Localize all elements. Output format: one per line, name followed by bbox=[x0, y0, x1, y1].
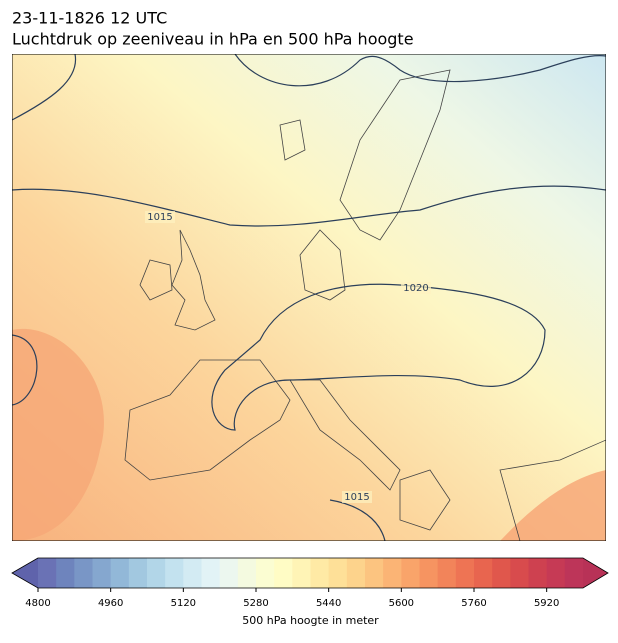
colorbar-segment bbox=[510, 558, 529, 588]
colorbar-segment bbox=[328, 558, 348, 588]
colorbar-outline bbox=[11, 557, 609, 589]
colorbar-tick-label: 5120 bbox=[171, 598, 196, 609]
colorbar-segment bbox=[183, 558, 202, 588]
colorbar-segment bbox=[528, 558, 548, 588]
colorbar: 4800 4960 5120 5280 5440 5600 5760 5920 500 hPa … bbox=[11, 557, 609, 627]
isobar-label: 1020 bbox=[403, 283, 428, 294]
colorbar-segment bbox=[128, 558, 148, 588]
isobar-label-bg bbox=[145, 211, 175, 223]
isobars bbox=[12, 54, 606, 541]
colorbar-tick-label: 4960 bbox=[98, 598, 123, 609]
colorbar-segment bbox=[437, 558, 457, 588]
colorbar-segment bbox=[546, 558, 566, 588]
title: 23-11-1826 12 UTC bbox=[12, 9, 167, 28]
colorbar-segment bbox=[310, 558, 330, 588]
coastlines bbox=[124, 69, 606, 541]
colorbar-tick-label: 5920 bbox=[534, 598, 559, 609]
map bbox=[12, 54, 606, 541]
colorbar-segment bbox=[292, 558, 311, 588]
colorbar-tick-label: 4800 bbox=[25, 598, 50, 609]
colorbar-segment bbox=[455, 558, 475, 588]
isobar-label: 1015 bbox=[147, 212, 172, 223]
colorbar-tick-label: 5440 bbox=[316, 598, 341, 609]
height-field-band bbox=[500, 470, 606, 541]
colorbar-over bbox=[583, 558, 608, 588]
isobar-label: 1015 bbox=[344, 492, 369, 503]
colorbar-segment bbox=[165, 558, 184, 588]
colorbar-segment bbox=[365, 558, 384, 588]
colorbar-tick-label: 5760 bbox=[461, 598, 486, 609]
colorbar-segment bbox=[38, 558, 57, 588]
colorbar-segment bbox=[419, 558, 439, 588]
colorbar-segment bbox=[201, 558, 221, 588]
colorbar-segment bbox=[564, 558, 584, 588]
colorbar-segment bbox=[147, 558, 166, 588]
colorbar-segment bbox=[237, 558, 257, 588]
colorbar-segment bbox=[346, 558, 366, 588]
height-field bbox=[12, 54, 606, 541]
subtitle: Luchtdruk op zeeniveau in hPa en 500 hPa… bbox=[12, 30, 414, 49]
colorbar-segment bbox=[92, 558, 112, 588]
colorbar-tick-label: 5280 bbox=[243, 598, 268, 609]
colorbar-segment bbox=[383, 558, 402, 588]
colorbar-segment bbox=[256, 558, 275, 588]
colorbar-tick-label: 5600 bbox=[389, 598, 414, 609]
colorbar-segment bbox=[56, 558, 75, 588]
colorbar-segment bbox=[274, 558, 293, 588]
colorbar-segment bbox=[492, 558, 511, 588]
colorbar-segment bbox=[74, 558, 93, 588]
isobar-label-bg bbox=[401, 282, 431, 294]
colorbar-segment bbox=[110, 558, 130, 588]
colorbar-under bbox=[12, 558, 38, 588]
colorbar-segment bbox=[474, 558, 493, 588]
colorbar-label: 500 hPa hoogte in meter bbox=[242, 614, 379, 627]
colorbar-segment bbox=[219, 558, 239, 588]
isobar-label-bg bbox=[342, 491, 372, 503]
colorbar-segment bbox=[401, 558, 420, 588]
